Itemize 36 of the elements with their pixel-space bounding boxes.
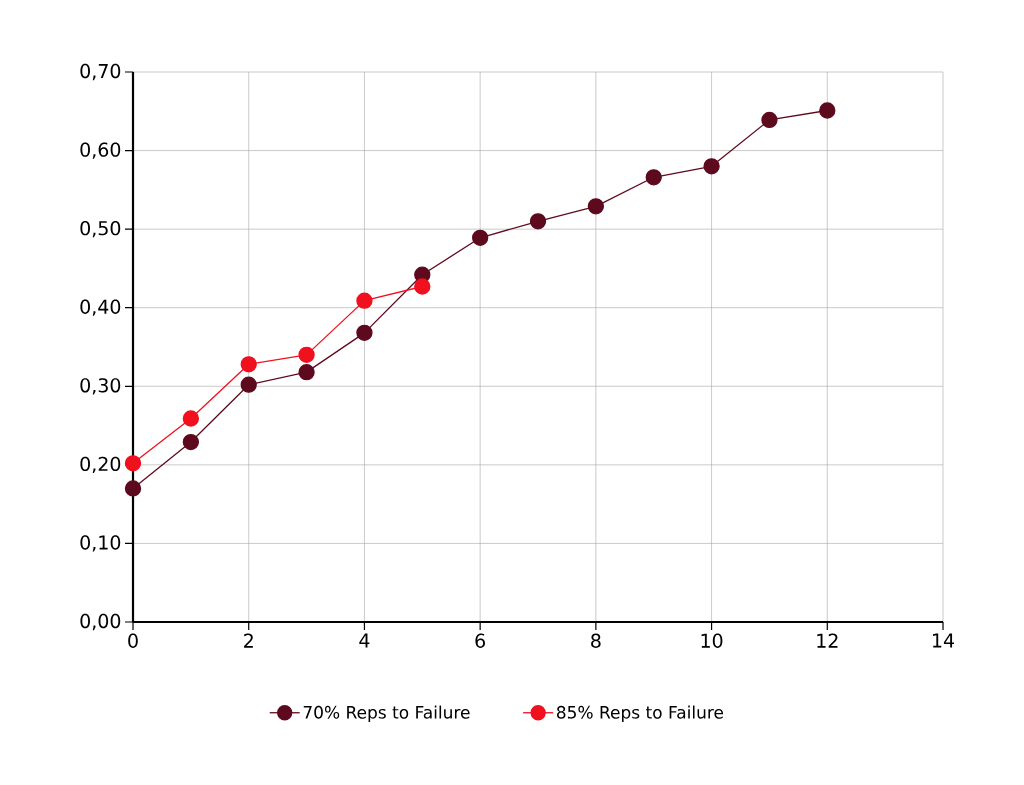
point [645,169,662,186]
x-tick-label: 4 [359,633,370,648]
point [240,356,257,373]
x-tick-label: 12 [817,633,838,648]
x-tick-label: 10 [701,633,723,648]
y-tick-label: 0,20 [80,456,121,474]
point [124,455,142,472]
x-tick-label: 6 [475,633,485,648]
point [356,324,373,342]
point [182,433,200,451]
point [472,229,489,246]
point [298,346,315,364]
y-tick-label: 0,70 [80,63,121,81]
legend-label: 85% Reps to Failure [556,705,724,722]
point [761,111,778,129]
y-tick-label: 0,50 [80,220,121,238]
y-tick-label: 0,10 [80,535,121,552]
point [240,376,257,393]
y-tick-label: 0,30 [80,378,121,395]
point [298,363,315,381]
point [414,278,431,295]
x-tick-label: 14 [933,633,955,648]
point [356,292,373,309]
legend-label: 70% Reps to Failure [303,705,470,722]
point [124,480,142,497]
x-tick-label: 0 [128,633,138,648]
point [529,213,547,230]
y-tick-label: 0,60 [80,142,121,159]
point [182,410,200,427]
point [819,102,836,119]
x-tick-label: 8 [591,633,601,648]
y-tick-label: 0,40 [80,299,121,316]
point [587,198,605,215]
x-tick-label: 2 [244,633,253,648]
point [703,158,720,175]
y-tick-label: 0,00 [80,613,121,631]
